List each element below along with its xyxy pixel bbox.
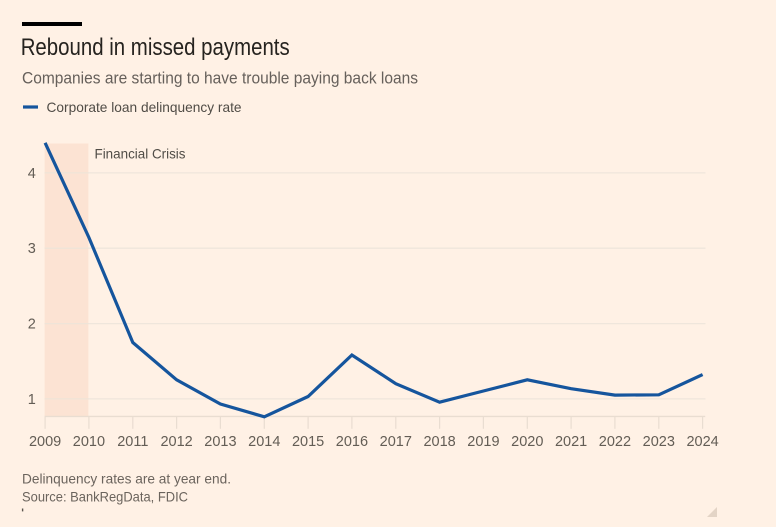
svg-text:Companies are starting to have: Companies are starting to have trouble p… — [22, 70, 418, 88]
svg-text:2011: 2011 — [117, 434, 148, 450]
svg-text:2010: 2010 — [73, 434, 105, 450]
svg-text:Source: BankRegData, FDIC: Source: BankRegData, FDIC — [22, 488, 188, 504]
svg-text:2015: 2015 — [292, 434, 324, 450]
svg-text:2016: 2016 — [336, 434, 368, 450]
svg-text:Delinquency rates are at year: Delinquency rates are at year end. — [22, 470, 231, 486]
svg-text:2017: 2017 — [380, 434, 412, 450]
svg-text:2: 2 — [28, 317, 36, 333]
svg-text:2023: 2023 — [643, 434, 675, 450]
svg-text:2021: 2021 — [555, 434, 587, 450]
svg-text:2009: 2009 — [29, 434, 61, 450]
svg-text:2013: 2013 — [204, 434, 236, 450]
svg-text:2024: 2024 — [686, 434, 718, 450]
svg-text:2014: 2014 — [248, 434, 280, 450]
svg-text:Corporate loan delinquency rat: Corporate loan delinquency rate — [47, 99, 242, 115]
svg-text:3: 3 — [28, 241, 36, 257]
svg-text:2020: 2020 — [511, 434, 543, 450]
svg-text:2012: 2012 — [160, 434, 192, 450]
svg-text:Rebound in missed payments: Rebound in missed payments — [21, 34, 290, 61]
svg-text:1: 1 — [28, 392, 36, 408]
svg-text:2019: 2019 — [467, 434, 499, 450]
svg-text:2018: 2018 — [423, 434, 455, 450]
svg-text:Financial Crisis: Financial Crisis — [95, 146, 186, 162]
svg-text:2022: 2022 — [599, 434, 631, 450]
svg-text:4: 4 — [28, 166, 36, 182]
